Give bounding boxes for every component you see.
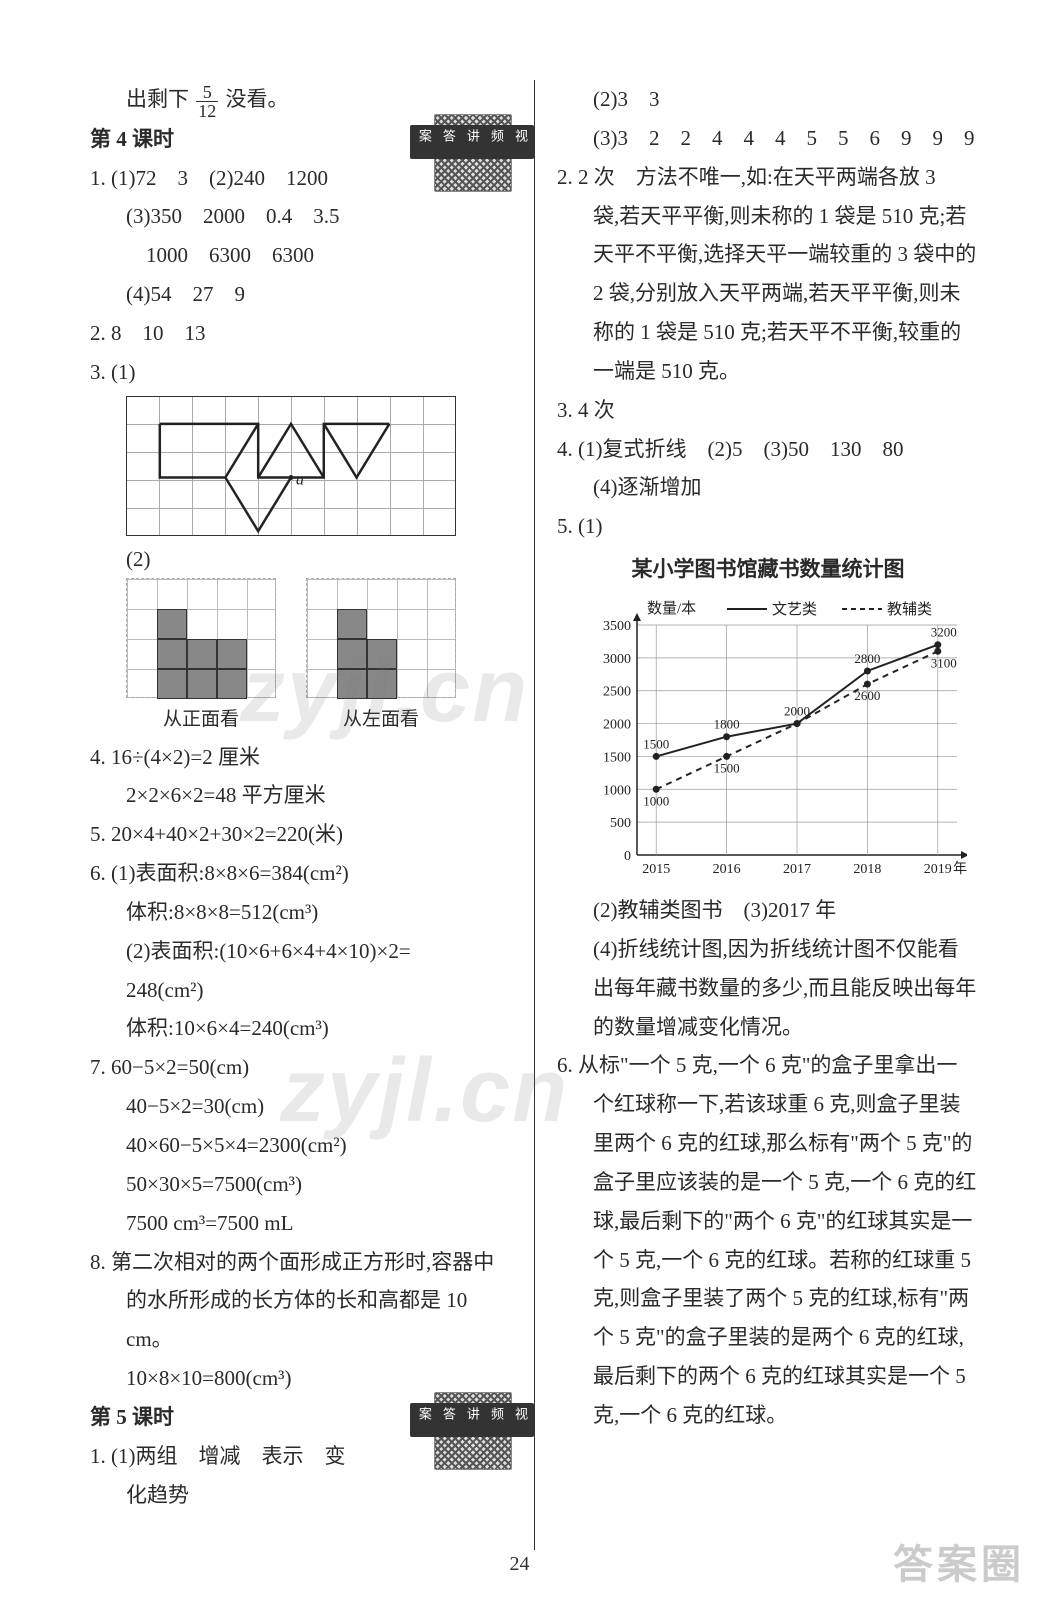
svg-text:1500: 1500 xyxy=(643,736,669,751)
intro-text: 出剩下 xyxy=(126,87,189,111)
r-q6h: 个 5 克"的盒子里装的是两个 6 克的红球, xyxy=(557,1318,979,1357)
q7b: 40−5×2=30(cm) xyxy=(90,1087,512,1126)
svg-text:2018: 2018 xyxy=(853,862,881,877)
section-4-header: 第 4 课时 视频讲答案 xyxy=(90,120,512,159)
q6-2b: 248(cm²) xyxy=(90,971,512,1010)
q1-3b: 1000 6300 6300 xyxy=(90,236,512,275)
svg-text:2600: 2600 xyxy=(854,688,880,703)
q6-1a: 6. (1)表面积:8×8×6=384(cm²) xyxy=(90,854,512,893)
r-q4a: 4. (1)复式折线 (2)5 (3)50 130 80 xyxy=(557,430,979,469)
svg-text:2015: 2015 xyxy=(642,862,670,877)
r-q6e: 球,最后剩下的"两个 6 克"的红球其实是一 xyxy=(557,1202,979,1241)
q7d: 50×30×5=7500(cm³) xyxy=(90,1165,512,1204)
r-q6b: 个红球称一下,若该球重 6 克,则盒子里装 xyxy=(557,1085,979,1124)
svg-text:0: 0 xyxy=(624,849,631,864)
views-row: 从正面看 从左面看 xyxy=(126,578,512,737)
svg-text:a: a xyxy=(296,471,304,488)
r-q2c: 天平不平衡,选择天平一端较重的 3 袋中的 xyxy=(557,235,979,274)
page-number: 24 xyxy=(0,1553,1039,1576)
svg-text:年份: 年份 xyxy=(953,861,967,877)
r-q4b: (4)逐渐增加 xyxy=(557,468,979,507)
svg-text:2000: 2000 xyxy=(784,704,810,719)
r-q6g: 克,则盒子里装了两个 5 克的红球,标有"两 xyxy=(557,1279,979,1318)
sec5-q1b: 化趋势 xyxy=(90,1476,512,1515)
q5: 5. 20×4+40×2+30×2=220(米) xyxy=(90,815,512,854)
svg-text:3200: 3200 xyxy=(931,625,957,640)
r-q3: 3. 4 次 xyxy=(557,391,979,430)
front-view-label: 从正面看 xyxy=(163,702,239,737)
r-q6f: 个 5 克,一个 6 克的红球。若称的红球重 5 xyxy=(557,1241,979,1280)
frac-num: 5 xyxy=(196,83,218,102)
q6-2c: 体积:10×6×4=240(cm³) xyxy=(90,1009,512,1048)
r-q2d: 2 袋,分别放入天平两端,若天平平衡,则未 xyxy=(557,274,979,313)
r-2: (2)3 3 xyxy=(557,80,979,119)
svg-text:2017: 2017 xyxy=(783,862,811,877)
svg-text:教辅类: 教辅类 xyxy=(887,601,932,618)
r-q5: 5. (1) xyxy=(557,507,979,546)
frac-den: 12 xyxy=(196,102,218,120)
r-q5-2: (2)教辅类图书 (3)2017 年 xyxy=(557,891,979,930)
r-q6a: 6. 从标"一个 5 克,一个 6 克"的盒子里拿出一 xyxy=(557,1046,979,1085)
svg-text:1000: 1000 xyxy=(643,793,669,808)
svg-text:2000: 2000 xyxy=(603,718,631,733)
q2: 2. 8 10 13 xyxy=(90,314,512,353)
q4b: 2×2×6×2=48 平方厘米 xyxy=(90,776,512,815)
left-view-label: 从左面看 xyxy=(343,702,419,737)
svg-text:1800: 1800 xyxy=(714,717,740,732)
q3-2: (2) xyxy=(90,540,512,579)
grid-figure-1: a xyxy=(126,396,456,536)
q1-3: (3)350 2000 0.4 3.5 xyxy=(90,197,512,236)
r-q5-4b: 出每年藏书数量的多少,而且能反映出每年 xyxy=(557,969,979,1008)
r-q2b: 袋,若天平平衡,则未称的 1 袋是 510 克;若 xyxy=(557,197,979,236)
fraction: 5 12 xyxy=(196,83,218,120)
front-view: 从正面看 xyxy=(126,578,276,737)
svg-text:2500: 2500 xyxy=(603,685,631,700)
svg-text:3100: 3100 xyxy=(931,655,957,670)
q4a: 4. 16÷(4×2)=2 厘米 xyxy=(90,738,512,777)
svg-text:1500: 1500 xyxy=(603,750,631,765)
r-q5-4a: (4)折线统计图,因为折线统计图不仅能看 xyxy=(557,930,979,969)
svg-text:2800: 2800 xyxy=(854,651,880,666)
r-q6i: 最后剩下的两个 6 克的红球其实是一个 5 xyxy=(557,1357,979,1396)
r-q6d: 盒子里应该装的是一个 5 克,一个 6 克的红 xyxy=(557,1163,979,1202)
r-q6j: 克,一个 6 克的红球。 xyxy=(557,1396,979,1435)
svg-text:500: 500 xyxy=(610,816,631,831)
q8a: 8. 第二次相对的两个面形成正方形时,容器中 xyxy=(90,1243,512,1282)
svg-text:2019: 2019 xyxy=(924,862,952,877)
svg-text:文艺类: 文艺类 xyxy=(772,601,817,618)
section-5-header: 第 5 课时 视频讲答案 xyxy=(90,1398,512,1437)
r-q6c: 里两个 6 克的红球,那么标有"两个 5 克"的 xyxy=(557,1124,979,1163)
r-q2f: 一端是 510 克。 xyxy=(557,352,979,391)
r-q5-4c: 的数量增减变化情况。 xyxy=(557,1008,979,1047)
q6-2a: (2)表面积:(10×6+6×4+4×10)×2= xyxy=(90,932,512,971)
right-column: (2)3 3 (3)3 2 2 4 4 4 5 5 6 9 9 9 2. 2 次… xyxy=(535,80,979,1550)
r-3: (3)3 2 2 4 4 4 5 5 6 9 9 9 xyxy=(557,119,979,158)
svg-text:1000: 1000 xyxy=(603,783,631,798)
chart-title: 某小学图书馆藏书数量统计图 xyxy=(557,550,979,589)
left-column: 出剩下 5 12 没看。 第 4 课时 视频讲答案 1. (1)72 3 (2)… xyxy=(90,80,534,1550)
line-chart: 0 500 1000 1500 2000 2500 3000 3500 2015 2016 2017… xyxy=(587,595,967,885)
q8b: 的水所形成的长方体的长和高都是 10 cm。 xyxy=(90,1281,512,1359)
svg-text:1500: 1500 xyxy=(714,760,740,775)
left-view-grid xyxy=(306,578,456,698)
q7c: 40×60−5×5×4=2300(cm²) xyxy=(90,1126,512,1165)
front-view-grid xyxy=(126,578,276,698)
q7a: 7. 60−5×2=50(cm) xyxy=(90,1048,512,1087)
r-q2e: 称的 1 袋是 510 克;若天平不平衡,较重的 xyxy=(557,313,979,352)
svg-text:3500: 3500 xyxy=(603,619,631,634)
r-q2a: 2. 2 次 方法不唯一,如:在天平两端各放 3 xyxy=(557,158,979,197)
q7e: 7500 cm³=7500 mL xyxy=(90,1204,512,1243)
qr-label-2: 视频讲答案 xyxy=(410,1403,534,1437)
page: 出剩下 5 12 没看。 第 4 课时 视频讲答案 1. (1)72 3 (2)… xyxy=(0,0,1039,1600)
intro-tail: 没看。 xyxy=(226,87,289,111)
svg-text:3000: 3000 xyxy=(603,652,631,667)
q3: 3. (1) xyxy=(90,353,512,392)
q1-4: (4)54 27 9 xyxy=(90,275,512,314)
left-view: 从左面看 xyxy=(306,578,456,737)
svg-text:数量/本: 数量/本 xyxy=(647,600,696,617)
svg-text:2016: 2016 xyxy=(713,862,741,877)
qr-label: 视频讲答案 xyxy=(410,125,534,159)
q6-1b: 体积:8×8×8=512(cm³) xyxy=(90,893,512,932)
